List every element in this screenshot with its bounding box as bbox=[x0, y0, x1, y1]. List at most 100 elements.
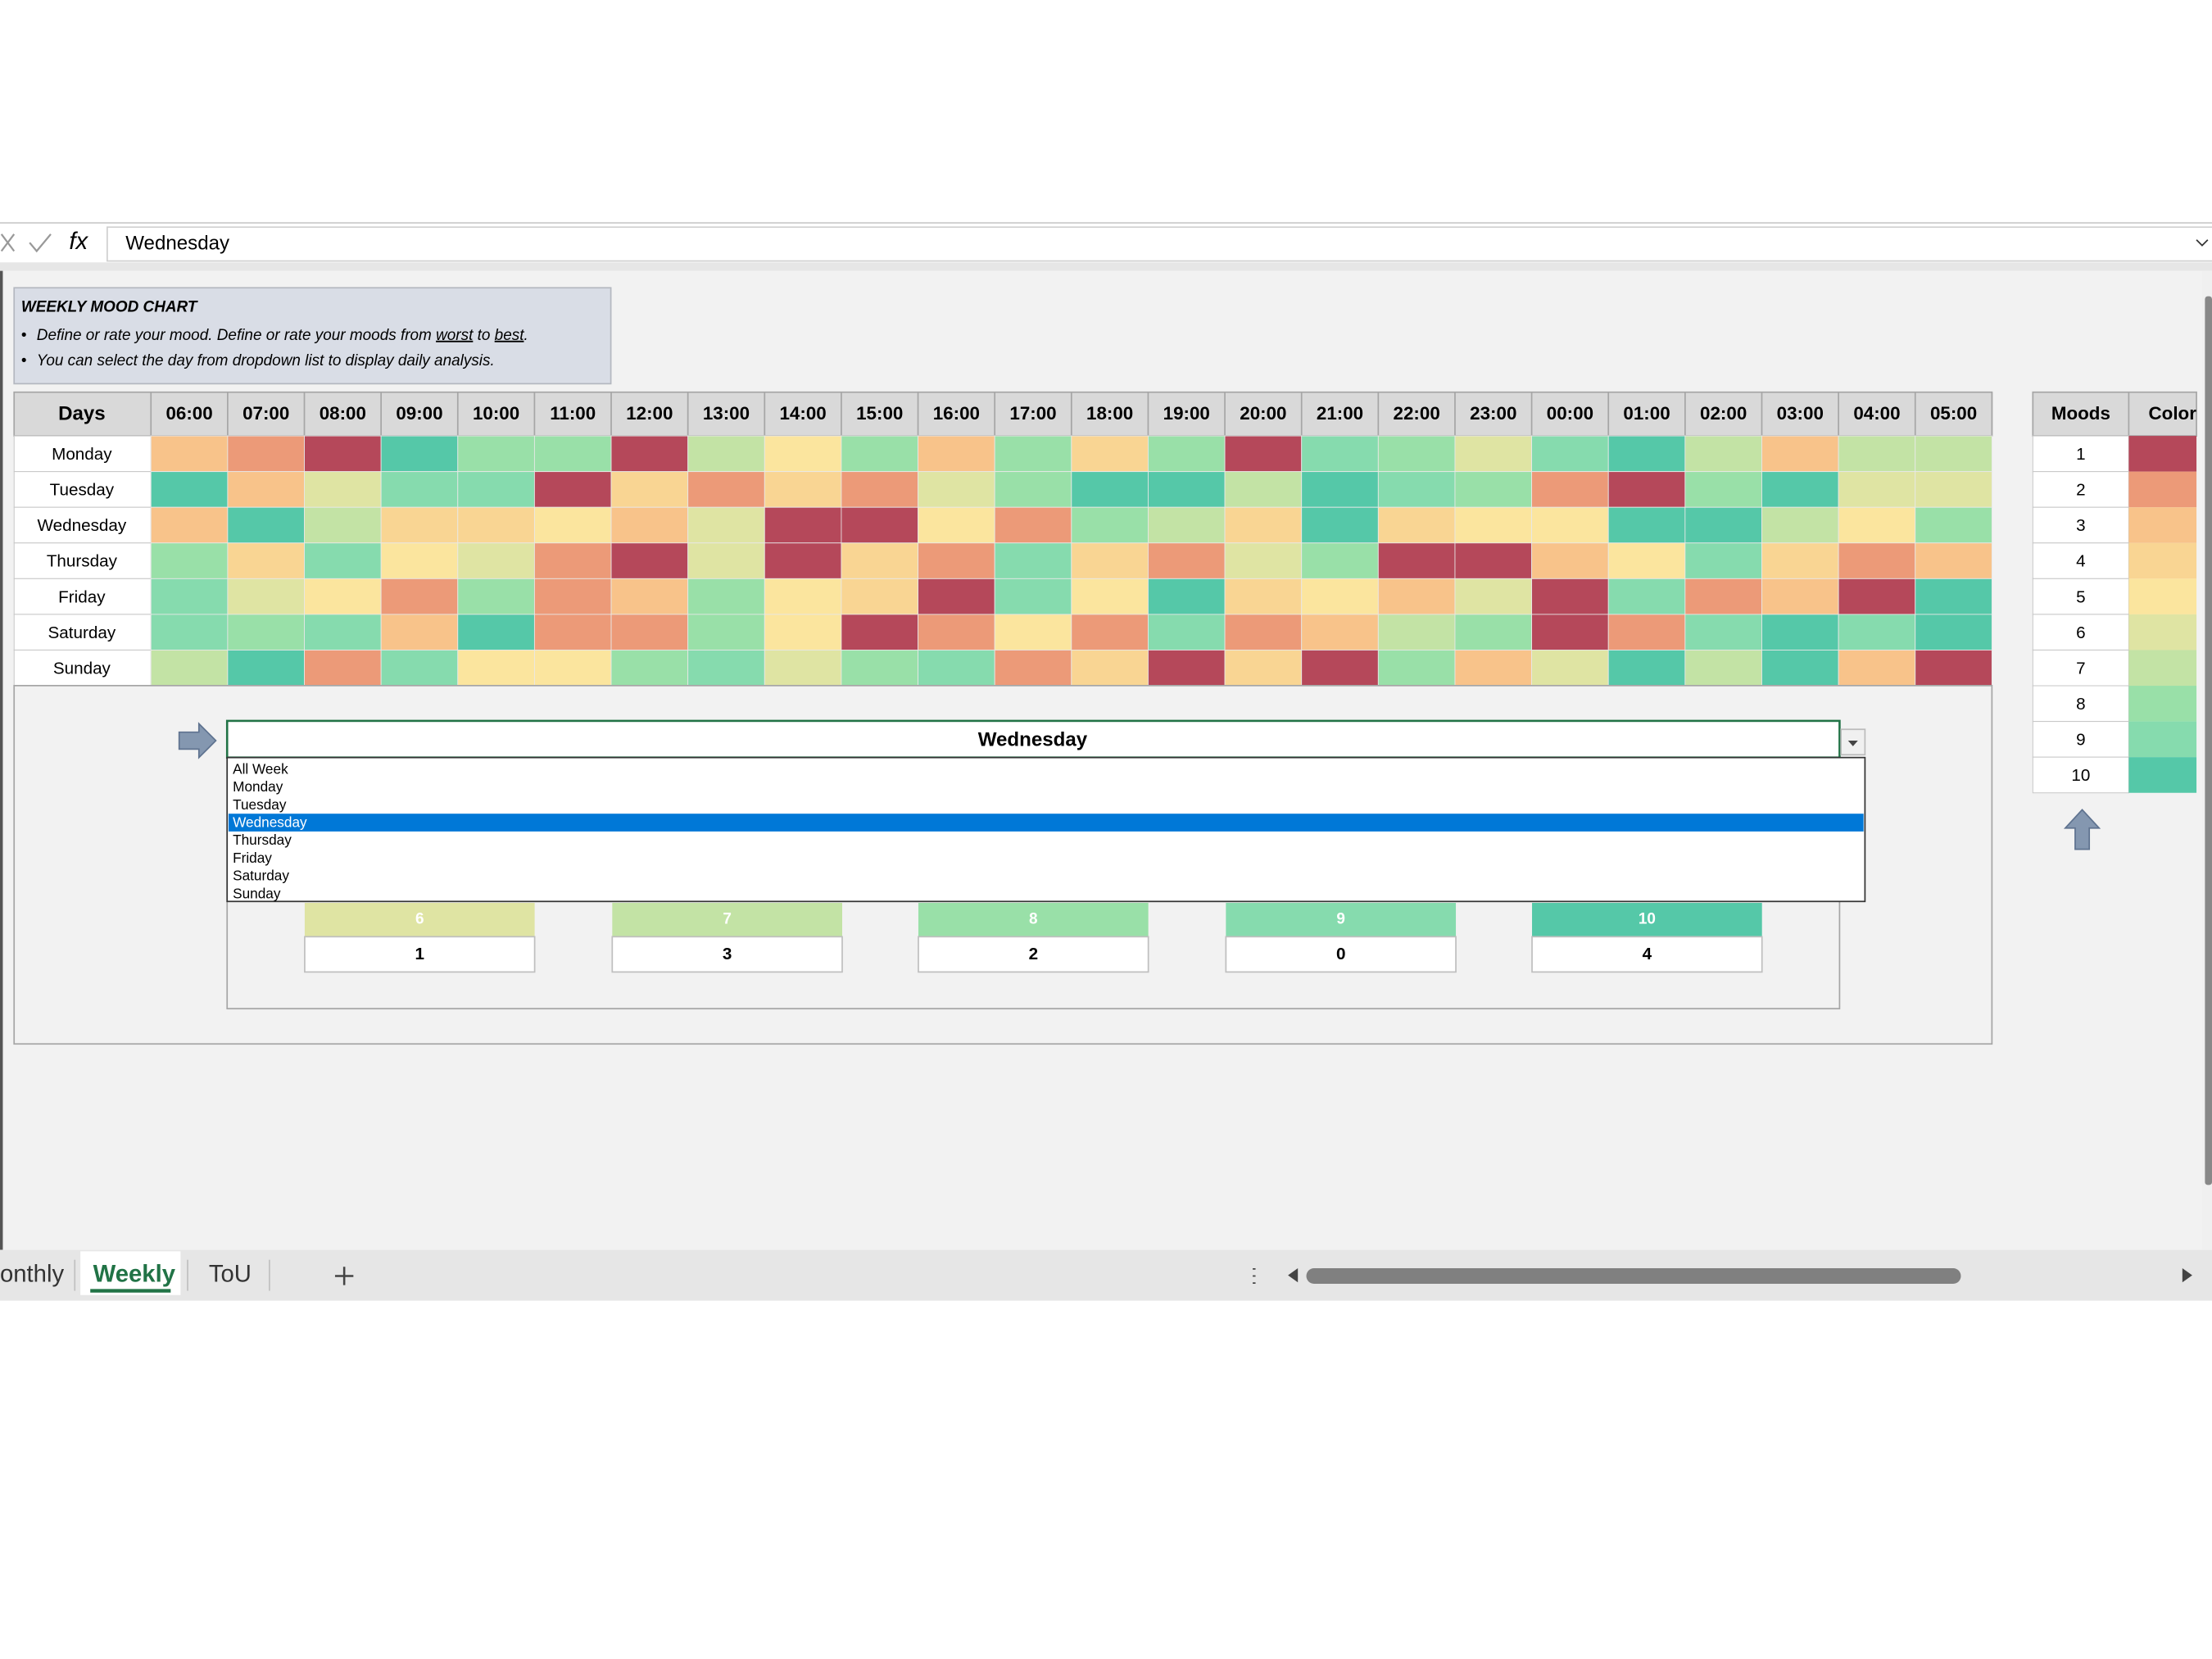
mood-cell bbox=[1607, 506, 1686, 544]
mood-cell bbox=[1684, 578, 1762, 615]
scroll-right[interactable] bbox=[2182, 1268, 2192, 1283]
cancel-icon[interactable] bbox=[0, 233, 16, 252]
dropdown-option[interactable]: Wednesday bbox=[233, 814, 307, 830]
hour-header: 06:00 bbox=[165, 403, 212, 424]
mood-cell bbox=[1838, 471, 1916, 508]
mood-cell bbox=[1301, 471, 1379, 508]
dropdown-option[interactable]: Thursday bbox=[233, 832, 292, 848]
dropdown-option[interactable]: Tuesday bbox=[233, 796, 287, 813]
hour-header: 19:00 bbox=[1163, 403, 1210, 424]
sheet-tab[interactable]: ToU bbox=[209, 1261, 252, 1287]
mood-cell bbox=[1377, 650, 1456, 687]
dropdown-option[interactable]: Friday bbox=[233, 850, 272, 866]
level-cell bbox=[2032, 756, 2129, 794]
summary-count: 2 bbox=[1029, 945, 1039, 963]
mood-cell bbox=[533, 435, 612, 473]
dropdown-option[interactable]: Monday bbox=[233, 778, 283, 795]
mood-cell bbox=[1454, 506, 1533, 544]
mood-cell bbox=[227, 578, 305, 615]
mood-cell bbox=[1531, 435, 1609, 473]
info-box bbox=[13, 287, 612, 385]
info-title: WEEKLY MOOD CHART bbox=[21, 298, 198, 315]
dropdown-option[interactable]: Saturday bbox=[233, 868, 289, 884]
hour-header: 14:00 bbox=[779, 403, 826, 424]
hour-header: 01:00 bbox=[1623, 403, 1670, 424]
mood-cell bbox=[1301, 578, 1379, 615]
mood-cell bbox=[1071, 542, 1149, 579]
mood-cell bbox=[610, 650, 689, 687]
mood-cell bbox=[380, 435, 459, 473]
mood-cell bbox=[1531, 578, 1609, 615]
sheet-tab[interactable]: Weekly bbox=[93, 1261, 176, 1287]
hour-header: 22:00 bbox=[1394, 403, 1440, 424]
mood-cell bbox=[457, 578, 535, 615]
mood-cell bbox=[533, 542, 612, 579]
mood-cell bbox=[1838, 542, 1916, 579]
sheet-tab[interactable]: onthly bbox=[0, 1261, 64, 1287]
mood-cell bbox=[1148, 506, 1226, 544]
level-cell bbox=[2032, 578, 2129, 615]
mood-cell bbox=[380, 614, 459, 650]
h-scroll-thumb[interactable] bbox=[1306, 1268, 1961, 1284]
dropdown-option[interactable]: Sunday bbox=[233, 885, 281, 901]
mood-cell bbox=[1531, 614, 1609, 650]
mood-cell bbox=[1071, 506, 1149, 544]
mood-cell bbox=[1224, 506, 1303, 544]
mood-cell bbox=[764, 614, 842, 650]
hour-header: 18:00 bbox=[1086, 403, 1133, 424]
mood-cell bbox=[1071, 650, 1149, 687]
mood-cell bbox=[304, 542, 382, 579]
mood-cell bbox=[304, 506, 382, 544]
mood-cell bbox=[227, 614, 305, 650]
selected-cell[interactable] bbox=[225, 719, 1841, 759]
mood-cell bbox=[764, 578, 842, 615]
hour-header: 10:00 bbox=[473, 403, 519, 424]
mood-cell bbox=[1915, 435, 1992, 473]
summary-mood-label: 7 bbox=[723, 911, 732, 928]
mood-cell bbox=[1607, 471, 1686, 508]
level-color bbox=[2128, 578, 2197, 614]
mood-cell bbox=[380, 506, 459, 544]
mood-cell bbox=[1071, 471, 1149, 508]
day-cell bbox=[13, 578, 152, 615]
mood-cell bbox=[1224, 542, 1303, 579]
level-label: 4 bbox=[2076, 552, 2086, 571]
mood-cell bbox=[1838, 578, 1916, 615]
enter-icon[interactable] bbox=[29, 233, 52, 253]
mood-cell bbox=[304, 471, 382, 508]
mood-cell bbox=[1454, 471, 1533, 508]
mood-cell bbox=[1454, 578, 1533, 615]
mood-cell bbox=[1915, 542, 1992, 579]
mood-cell bbox=[1377, 506, 1456, 544]
dropdown-option[interactable]: All Week bbox=[233, 760, 288, 777]
level-label: 5 bbox=[2076, 587, 2086, 606]
legend-header bbox=[2032, 391, 2197, 437]
mood-cell bbox=[1148, 578, 1226, 615]
day-label: Thursday bbox=[47, 552, 118, 571]
mood-cell bbox=[533, 614, 612, 650]
summary-mood bbox=[612, 903, 842, 937]
level-cell bbox=[2032, 542, 2129, 579]
scroll-left[interactable] bbox=[1288, 1268, 1299, 1283]
mood-cell bbox=[687, 614, 765, 650]
mood-cell bbox=[994, 542, 1072, 579]
mood-cell bbox=[1684, 614, 1762, 650]
level-label: 2 bbox=[2076, 481, 2086, 500]
level-color bbox=[2128, 721, 2197, 758]
mood-cell bbox=[687, 542, 765, 579]
mood-cell bbox=[304, 578, 382, 615]
mood-cell bbox=[994, 614, 1072, 650]
mood-cell bbox=[1301, 506, 1379, 544]
mood-cell bbox=[1454, 614, 1533, 650]
color-header: Color bbox=[2149, 403, 2197, 424]
formula-input[interactable] bbox=[107, 226, 2212, 262]
formula-expand[interactable] bbox=[2196, 239, 2209, 247]
summary-count: 0 bbox=[1336, 945, 1346, 963]
mood-cell bbox=[150, 471, 229, 508]
add-sheet[interactable] bbox=[334, 1267, 354, 1285]
mood-cell bbox=[1915, 650, 1992, 687]
mood-cell bbox=[1301, 542, 1379, 579]
formula-value: Wednesday bbox=[125, 232, 229, 254]
mood-cell bbox=[1761, 471, 1839, 508]
v-scroll-thumb[interactable] bbox=[2205, 296, 2212, 1185]
